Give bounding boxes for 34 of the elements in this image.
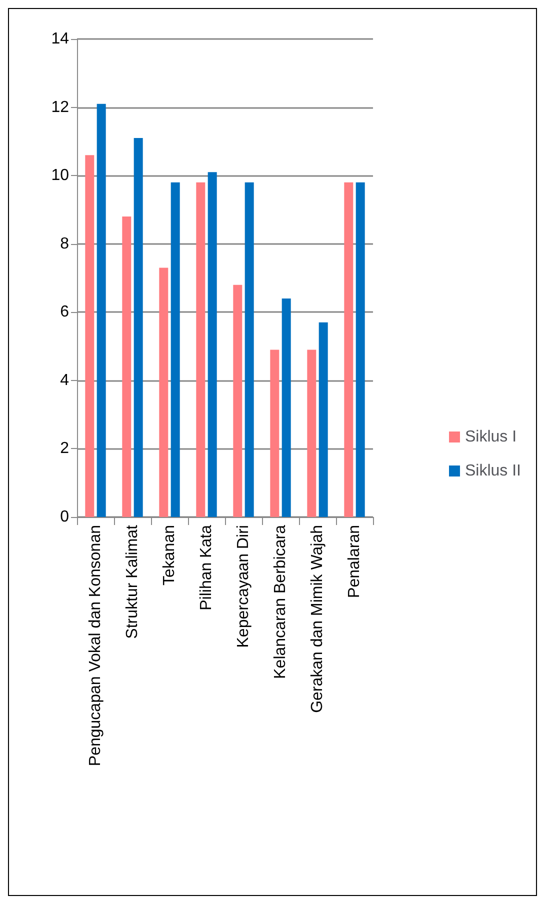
y-tick-label: 2 bbox=[60, 440, 70, 458]
bar bbox=[134, 138, 143, 517]
y-tick-label: 4 bbox=[60, 372, 70, 389]
x-tick-label: Tekanan bbox=[161, 525, 178, 586]
y-tick-label: 6 bbox=[60, 304, 70, 321]
bar bbox=[170, 182, 180, 517]
bar bbox=[270, 350, 280, 517]
bar bbox=[196, 182, 206, 517]
x-tick-label: Pengucapan Vokal dan Konsonan bbox=[87, 525, 104, 766]
y-tick-label: 0 bbox=[60, 508, 70, 526]
y-tick-label: 8 bbox=[60, 235, 70, 252]
bar bbox=[356, 182, 365, 517]
bar bbox=[318, 322, 328, 517]
x-tick-label: Penalaran bbox=[346, 525, 363, 598]
x-tick-label: Gerakan dan Mimik Wajah bbox=[309, 525, 326, 713]
y-tick-label: 10 bbox=[51, 167, 70, 184]
bar bbox=[159, 268, 168, 517]
bar bbox=[85, 155, 94, 517]
legend-label: Siklus I bbox=[464, 428, 517, 446]
x-tick-label: Pilihan Kata bbox=[198, 524, 215, 610]
bar bbox=[122, 216, 132, 517]
legend-label: Siklus II bbox=[464, 462, 521, 480]
bar bbox=[307, 350, 316, 517]
y-tick-label: 14 bbox=[51, 30, 70, 48]
bar bbox=[344, 182, 354, 517]
bar bbox=[96, 104, 106, 517]
bar bbox=[233, 284, 242, 517]
x-tick-label: Kelancaran Berbicara bbox=[272, 524, 289, 679]
bar bbox=[282, 298, 291, 517]
x-tick-label: Kepercayaan Diri bbox=[235, 525, 252, 648]
bar bbox=[244, 182, 254, 517]
y-tick-label: 12 bbox=[51, 98, 70, 116]
bar bbox=[208, 172, 217, 517]
x-tick-label: Struktur Kalimat bbox=[124, 524, 141, 639]
